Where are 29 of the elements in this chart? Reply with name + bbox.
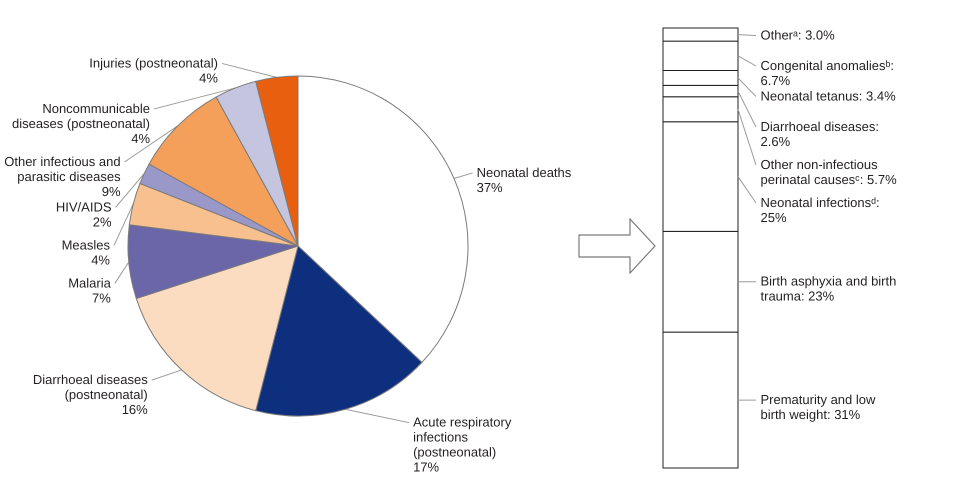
text: Other non-infectious perinatal causesᶜ: 5.7% <box>760 157 897 187</box>
data-label: 17% <box>413 460 440 475</box>
text: Diarrhoeal diseases: <box>760 119 880 134</box>
slice-label: Neonatal deaths <box>476 164 572 180</box>
text: Birth asphyxia and birth trauma: 23% <box>760 274 896 304</box>
text: Prematurity and low birth weight: 31% <box>760 392 876 422</box>
data-label: 7% <box>92 290 112 306</box>
data-label: 6.7% <box>760 73 791 88</box>
text: Otherᵃ: 3.0% <box>760 28 835 42</box>
slice-label: Malaria <box>68 275 112 290</box>
series-label: Congenital anomaliesᵇ: <box>760 58 894 73</box>
series-label: Neonatal infectionsᵈ: <box>760 195 880 210</box>
text: Neonatal tetanus: 3.4% <box>760 88 896 104</box>
data-label: 4% <box>199 70 218 86</box>
slice-label: Measles <box>62 237 110 252</box>
slice-label: Diarrhoeal diseases (postneonatal) <box>32 372 148 402</box>
data-label: 37% <box>476 180 504 195</box>
data-label: 2.6% <box>760 134 791 149</box>
slice-label: Injuries (postneonatal) <box>89 55 218 70</box>
data-label: 4% <box>91 252 110 268</box>
slice-label: Acute respiratory infections (postneonatal) <box>413 414 512 460</box>
data-label: 25% <box>760 210 787 225</box>
data-label: 4% <box>131 130 150 146</box>
data-label: 2% <box>92 214 112 230</box>
data-label: 16% <box>122 402 148 418</box>
slice-label: Noncommunicable diseases (postneonatal) <box>12 100 150 131</box>
slice-label: HIV/AIDS <box>56 199 112 214</box>
data-label: 9% <box>102 184 122 199</box>
slice-label: Other infectious and parasitic diseases <box>4 154 122 184</box>
